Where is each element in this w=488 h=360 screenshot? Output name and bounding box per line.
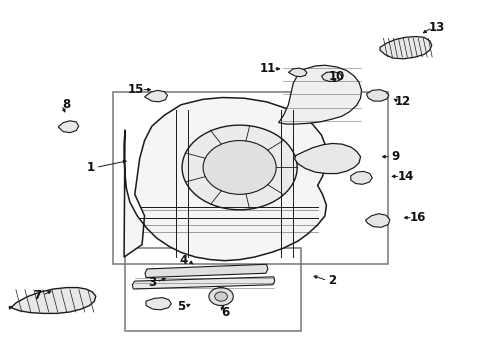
Text: 6: 6 [221,306,229,319]
Text: 5: 5 [177,300,185,313]
Polygon shape [288,68,306,77]
Polygon shape [294,143,360,174]
Polygon shape [9,288,96,314]
Text: 2: 2 [327,274,336,287]
Text: 15: 15 [128,83,144,96]
Text: 1: 1 [87,161,95,174]
Polygon shape [146,298,171,310]
Text: 8: 8 [62,98,70,111]
Polygon shape [321,72,341,81]
Polygon shape [350,171,371,184]
Polygon shape [124,98,326,261]
Polygon shape [278,65,361,124]
Text: 7: 7 [33,289,41,302]
Text: 14: 14 [396,170,413,183]
Text: 13: 13 [428,21,444,34]
Text: 16: 16 [408,211,425,224]
Bar [125,248,300,330]
Circle shape [203,140,276,194]
Circle shape [182,125,297,210]
Circle shape [214,292,227,301]
Polygon shape [145,264,267,278]
Polygon shape [365,214,389,227]
Polygon shape [366,90,388,101]
Text: 3: 3 [147,276,156,289]
Text: 9: 9 [391,150,399,163]
Polygon shape [132,277,274,289]
Text: 10: 10 [328,69,345,82]
Polygon shape [379,37,431,59]
Circle shape [208,288,233,306]
Text: 4: 4 [179,254,187,267]
Polygon shape [58,121,79,133]
Text: 11: 11 [259,62,275,75]
Text: 12: 12 [394,95,410,108]
Bar [113,92,387,264]
Polygon shape [144,90,167,102]
